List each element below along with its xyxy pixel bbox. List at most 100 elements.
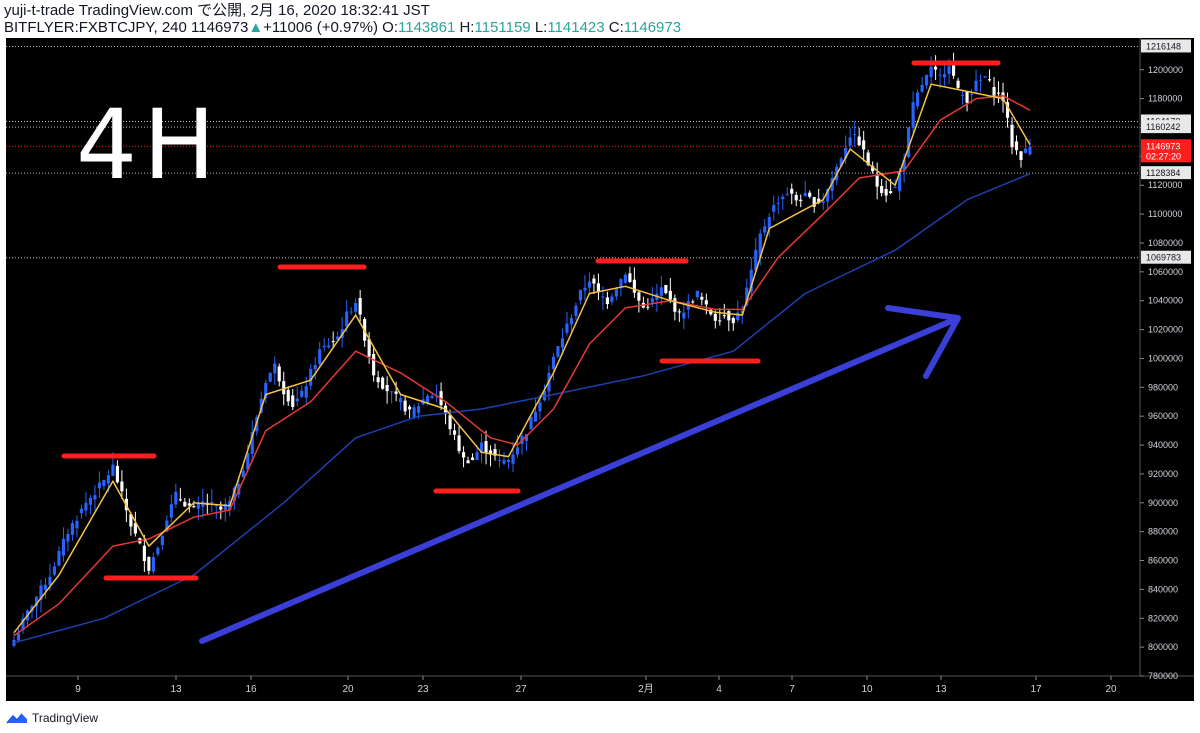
candle-body [740, 310, 744, 314]
y-tick-label: 860000 [1148, 556, 1178, 566]
candle-body [183, 501, 187, 507]
candle-body [632, 279, 636, 293]
candle-body [250, 432, 254, 454]
candle-body [1028, 146, 1032, 155]
open-value: 1143861 [398, 19, 456, 36]
candle-body [479, 442, 484, 453]
candle-body [704, 300, 708, 305]
candle-body [412, 407, 416, 418]
candle-body [358, 297, 362, 315]
candle-body [466, 460, 470, 464]
tradingview-brand[interactable]: TradingView [32, 711, 99, 725]
candle-body [367, 339, 371, 357]
candle-body [610, 296, 614, 302]
candle-body [259, 398, 263, 413]
candle-body [727, 311, 731, 321]
candle-body [43, 584, 48, 591]
candle-body [106, 475, 110, 484]
candle-body [902, 159, 906, 171]
candle-body [619, 279, 623, 288]
tradingview-logo-icon[interactable] [6, 711, 28, 725]
candle-body [839, 158, 843, 167]
candle-body [79, 508, 84, 514]
candle-body [659, 287, 663, 296]
candle-body [844, 148, 848, 159]
candle-body [493, 449, 497, 456]
price-label-text: 1069783 [1146, 253, 1181, 263]
candle-body [700, 296, 704, 300]
x-tick-label: 23 [417, 684, 429, 695]
y-tick-label: 960000 [1148, 411, 1178, 421]
candle-body [277, 366, 281, 382]
price-label-box [1141, 120, 1191, 134]
price-chart[interactable]: 780000 800000 820000 840000 860000 880000 9000… [6, 38, 1194, 701]
low-label: L: [534, 19, 548, 36]
candle-body [978, 79, 983, 81]
candle-body [587, 281, 592, 288]
candle-body [452, 430, 457, 435]
price-label-box [1141, 250, 1191, 264]
candle-body [884, 189, 888, 196]
candle-body [376, 377, 380, 383]
close-label: C: [608, 19, 624, 36]
candle-body [799, 199, 803, 202]
candle-body [969, 93, 974, 95]
candle-body [713, 313, 717, 321]
candle-body [457, 435, 461, 452]
candle-body [506, 459, 511, 462]
candle-body [390, 391, 394, 393]
candle-body [830, 178, 834, 192]
candle-body [560, 338, 565, 348]
candle-body [142, 545, 146, 562]
ma-fast-line [13, 83, 1031, 634]
y-tick-label: 1100000 [1148, 209, 1182, 219]
candle-body [920, 84, 924, 92]
candle-body [336, 336, 340, 340]
candle-body [794, 194, 798, 201]
candle-body [430, 396, 434, 398]
candle-body [668, 290, 672, 300]
candle-body [542, 390, 547, 401]
candle-body [565, 323, 569, 333]
price-label-box [1141, 149, 1191, 163]
candle-body [754, 249, 758, 271]
candle-body [39, 585, 43, 600]
candle-body [974, 80, 978, 92]
candle-body [282, 381, 286, 395]
candle-body [763, 226, 767, 233]
candle-body [538, 402, 542, 412]
plot-area [6, 38, 1140, 676]
candle-body [115, 465, 119, 483]
low-value: 1141423 [547, 19, 605, 36]
price-label-text: 1128384 [1146, 168, 1180, 178]
candle-body [120, 481, 124, 492]
candle-body [695, 290, 699, 298]
x-tick-label: 17 [1030, 684, 1042, 695]
candle-body [70, 523, 75, 535]
candle-body [372, 354, 376, 376]
symbol-label: BITFLYER:FXBTCJPY, 240 [4, 19, 187, 36]
candle-body [983, 76, 987, 78]
candle-body [907, 127, 911, 157]
y-tick-label: 1060000 [1148, 267, 1183, 277]
candle-body [84, 502, 88, 511]
candle-body [866, 152, 870, 165]
candle-body [691, 301, 695, 303]
y-tick-label: 840000 [1148, 584, 1178, 594]
candle-body [1023, 148, 1028, 153]
candle-body [1010, 124, 1014, 148]
change-up-icon: ▲ [248, 19, 264, 36]
candle-body [381, 377, 385, 389]
candle-body [601, 296, 605, 298]
candle-body [1014, 141, 1019, 151]
candle-body [848, 137, 852, 146]
candle-body [102, 479, 106, 487]
candle-body [893, 187, 897, 189]
candle-body [898, 171, 902, 192]
candle-body [1005, 102, 1010, 118]
candle-body [52, 566, 57, 575]
candle-body [992, 87, 996, 96]
candle-body [264, 383, 268, 399]
candle-body [322, 345, 326, 348]
candle-body [889, 191, 893, 193]
